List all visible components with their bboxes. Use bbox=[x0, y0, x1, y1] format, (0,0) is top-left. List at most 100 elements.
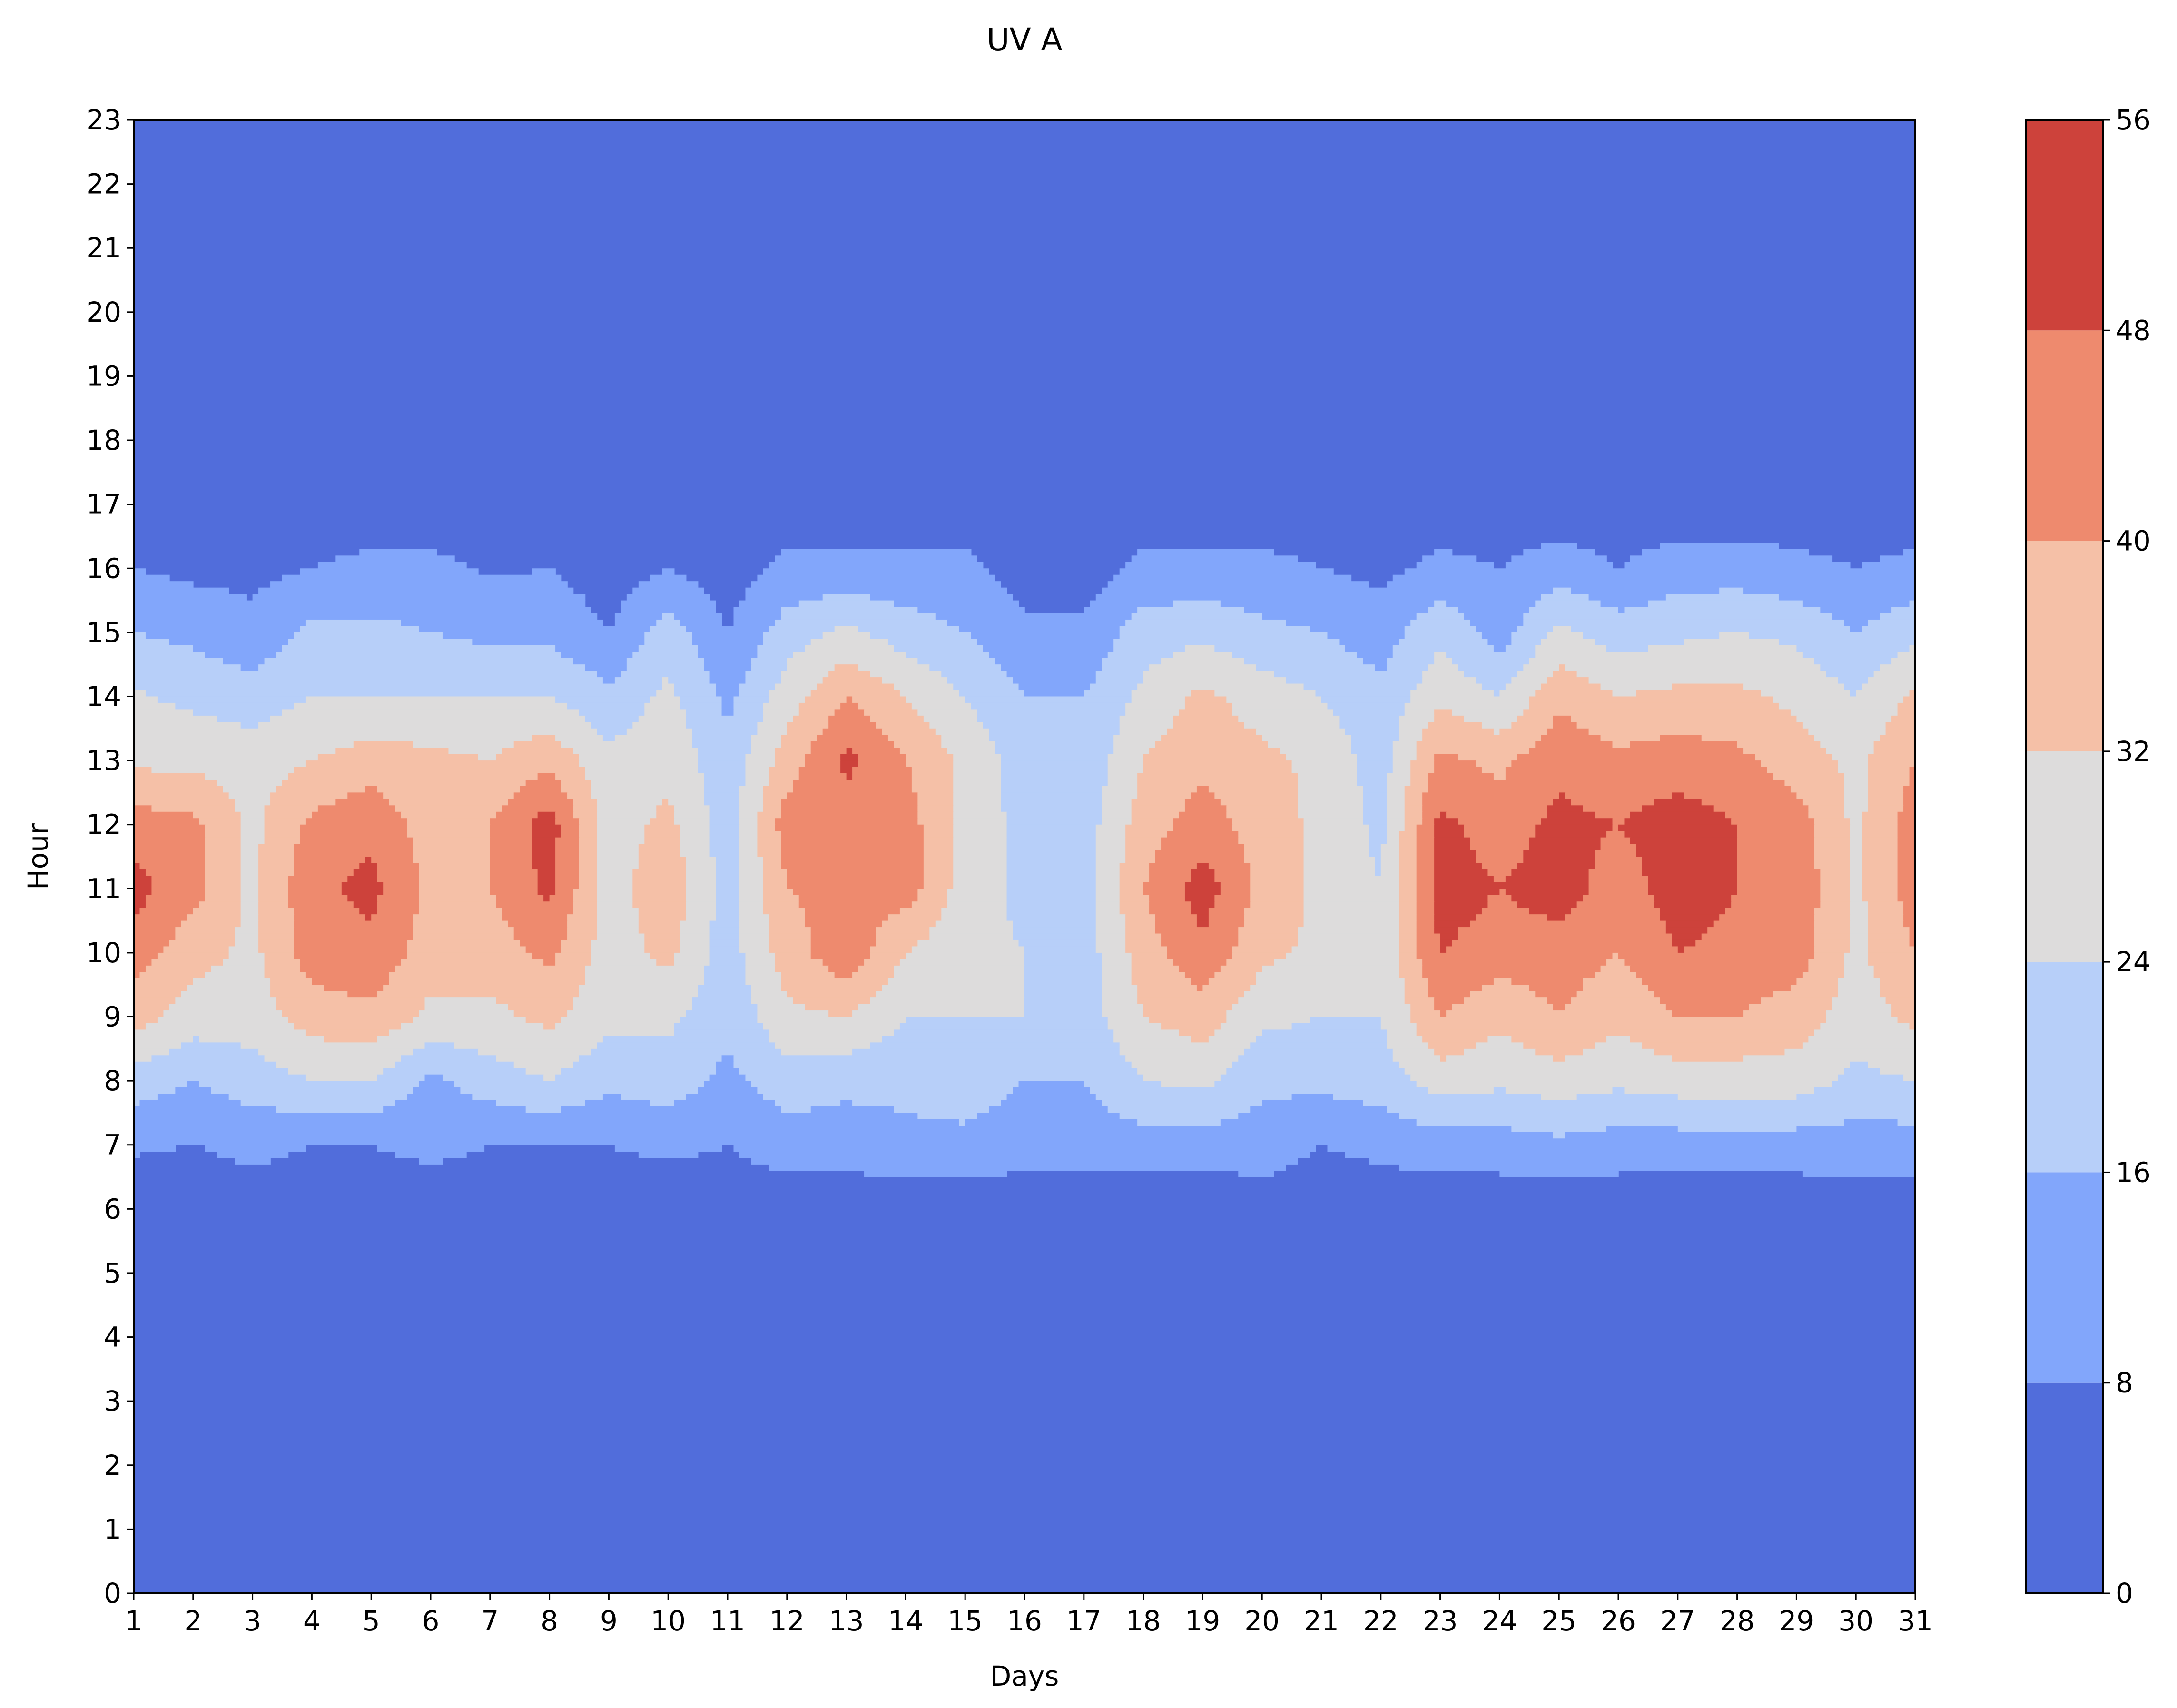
contour-cell bbox=[1357, 760, 1393, 768]
contour-cell bbox=[1642, 805, 1714, 812]
contour-cell bbox=[1095, 594, 1542, 601]
contour-cell bbox=[781, 844, 924, 851]
contour-cell bbox=[1387, 581, 1915, 588]
contour-cell bbox=[1642, 863, 1738, 870]
contour-cell bbox=[680, 933, 710, 940]
contour-cell bbox=[1274, 671, 1423, 678]
contour-cell bbox=[1529, 837, 1601, 844]
contour-cell bbox=[1547, 811, 1595, 819]
contour-cell bbox=[763, 715, 794, 723]
contour-cell bbox=[134, 722, 241, 729]
contour-cell bbox=[419, 1081, 455, 1088]
contour-cell bbox=[1856, 690, 1910, 697]
contour-cell bbox=[1404, 632, 1482, 640]
contour-cell bbox=[134, 1100, 140, 1107]
contour-cell bbox=[828, 1010, 853, 1017]
contour-cell bbox=[1214, 792, 1298, 800]
contour-cell bbox=[626, 658, 704, 665]
contour-cell bbox=[692, 997, 752, 1005]
contour-cell bbox=[1523, 613, 1833, 620]
contour-cell bbox=[573, 889, 598, 896]
contour-cell bbox=[1125, 933, 1162, 940]
contour-cell bbox=[258, 914, 295, 921]
contour-cell bbox=[775, 748, 811, 755]
contour-cell bbox=[817, 735, 888, 742]
contour-cell bbox=[1191, 1036, 1209, 1043]
contour-cell bbox=[1731, 901, 1821, 908]
contour-cell bbox=[1375, 857, 1381, 864]
contour-cell bbox=[258, 933, 295, 940]
contour-cell bbox=[704, 972, 746, 979]
contour-cell bbox=[377, 1145, 485, 1152]
contour-cell bbox=[1102, 1010, 1144, 1017]
contour-cell bbox=[1476, 626, 1518, 633]
contour-cell bbox=[175, 927, 235, 934]
contour-cell bbox=[1191, 901, 1215, 908]
contour-cell bbox=[674, 613, 722, 620]
contour-cell bbox=[1588, 728, 1809, 736]
contour-cell bbox=[686, 863, 716, 870]
contour-cell bbox=[953, 850, 1007, 857]
contour-cell bbox=[1677, 946, 1684, 953]
contour-cell bbox=[1862, 844, 1898, 851]
contour-cell bbox=[294, 767, 586, 774]
contour-cell bbox=[288, 1017, 414, 1024]
contour-cell bbox=[597, 799, 663, 806]
x-tick-label: 31 bbox=[1898, 1605, 1933, 1637]
contour-cell bbox=[1505, 767, 1767, 774]
contour-cell bbox=[1595, 1042, 1643, 1049]
contour-cell bbox=[407, 952, 532, 960]
contour-cell bbox=[1422, 677, 1477, 684]
contour-cell bbox=[1600, 837, 1631, 844]
contour-cell bbox=[751, 741, 782, 748]
contour-cell bbox=[959, 626, 1120, 633]
contour-cell bbox=[1422, 735, 1542, 742]
contour-cell bbox=[798, 767, 841, 774]
contour-cell bbox=[1102, 811, 1132, 819]
contour-cell bbox=[644, 933, 680, 940]
contour-cell bbox=[1630, 555, 1833, 563]
y-tick-label: 9 bbox=[104, 1001, 121, 1033]
contour-cell bbox=[1909, 933, 1915, 940]
contour-cell bbox=[1428, 991, 1470, 998]
contour-cell bbox=[1820, 664, 1880, 671]
contour-cell bbox=[1143, 1010, 1227, 1017]
contour-cell bbox=[341, 889, 384, 896]
contour-cell bbox=[1535, 831, 1607, 838]
contour-cell bbox=[650, 818, 675, 825]
contour-cell bbox=[1773, 696, 1904, 703]
contour-cell bbox=[1862, 683, 1915, 691]
contour-cell bbox=[1404, 792, 1423, 800]
contour-cell bbox=[769, 927, 811, 934]
contour-cell bbox=[508, 1004, 574, 1011]
colorbar-band bbox=[2026, 751, 2103, 962]
contour-cell bbox=[716, 882, 740, 889]
contour-cell bbox=[923, 824, 954, 831]
contour-cell bbox=[205, 857, 241, 864]
contour-cell bbox=[240, 889, 259, 896]
contour-cell bbox=[377, 991, 580, 998]
x-tick-label: 18 bbox=[1126, 1605, 1161, 1637]
contour-cell bbox=[864, 709, 918, 716]
contour-cell bbox=[205, 831, 241, 838]
chart-title: UV A bbox=[986, 21, 1063, 58]
contour-cell bbox=[579, 1055, 722, 1062]
contour-cell bbox=[1024, 959, 1103, 966]
contour-cell bbox=[134, 1106, 277, 1114]
contour-cell bbox=[532, 844, 556, 851]
contour-cell bbox=[235, 805, 265, 812]
contour-cell bbox=[757, 1087, 1013, 1094]
contour-cell bbox=[1416, 754, 1435, 761]
contour-cell bbox=[698, 754, 746, 761]
contour-cell bbox=[1006, 671, 1096, 678]
contour-cell bbox=[953, 824, 1007, 831]
contour-cell bbox=[134, 671, 598, 678]
contour-cell bbox=[1778, 594, 1915, 601]
contour-cell bbox=[1648, 876, 1738, 883]
contour-cell bbox=[1814, 863, 1851, 870]
contour-cell bbox=[864, 959, 900, 966]
contour-cell bbox=[1131, 696, 1185, 703]
contour-cell bbox=[134, 863, 140, 870]
contour-cell bbox=[579, 857, 598, 864]
contour-cell bbox=[846, 696, 853, 703]
